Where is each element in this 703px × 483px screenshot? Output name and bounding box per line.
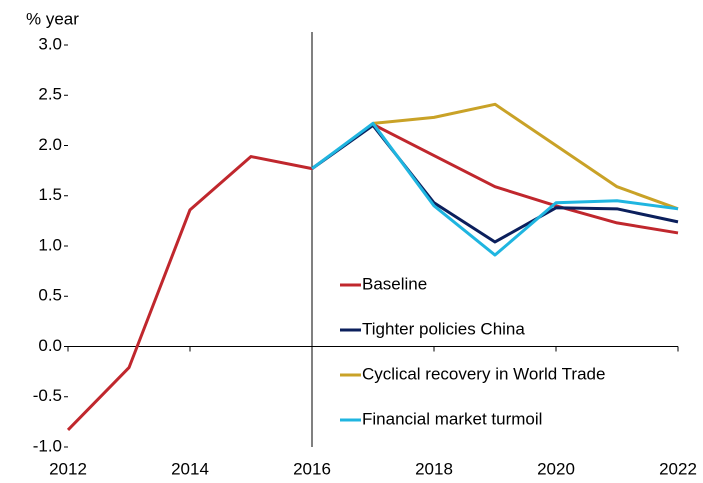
series-line <box>311 121 679 257</box>
y-tick-label: 0.0 <box>38 336 62 355</box>
x-tick-label: 2012 <box>49 459 87 478</box>
x-tick-label: 2018 <box>415 459 453 478</box>
y-axis-label: % year <box>26 9 79 28</box>
x-tick-label: 2014 <box>171 459 209 478</box>
y-tick-label: 0.5 <box>38 286 62 305</box>
legend-label: Financial market turmoil <box>362 409 542 428</box>
y-tick-label: 2.0 <box>38 135 62 154</box>
legend-label: Cyclical recovery in World Trade <box>362 364 605 383</box>
legend-label: Baseline <box>362 274 427 293</box>
y-tick-label: 3.0 <box>38 34 62 53</box>
legend-label: Tighter policies China <box>362 319 525 338</box>
y-tick-label: 2.5 <box>38 85 62 104</box>
y-tick-label: -1.0 <box>33 436 62 455</box>
y-tick-label: 1.0 <box>38 235 62 254</box>
x-tick-label: 2020 <box>537 459 575 478</box>
x-tick-label: 2022 <box>659 459 697 478</box>
x-tick-label: 2016 <box>293 459 331 478</box>
y-tick-label: 1.5 <box>38 185 62 204</box>
series-line <box>372 102 679 211</box>
y-tick-label: -0.5 <box>33 386 62 405</box>
